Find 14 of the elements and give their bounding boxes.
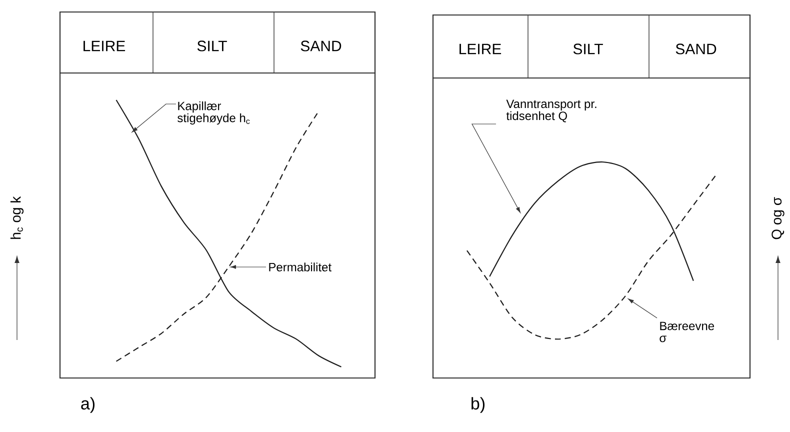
text: a) <box>81 397 95 413</box>
text: SILT <box>573 44 603 54</box>
annotation: Kapillær stigehøyde h$_{c}$ <box>178 101 250 125</box>
text: b) <box>472 397 485 413</box>
text: SAND <box>676 44 716 54</box>
y-axis-title: h$_{c}$ og k <box>10 196 24 239</box>
annotation: Bæreevne σ <box>660 322 714 342</box>
text: Vanntransport pr. tidsenhet Q <box>506 100 596 122</box>
y2-axis-title: Q og σ <box>772 197 784 240</box>
text: LEIRE <box>460 44 502 54</box>
text: SAND <box>300 40 342 52</box>
text: SILT <box>197 40 227 52</box>
text: LEIRE <box>84 40 126 52</box>
annotation: Permabilitet <box>269 262 332 272</box>
